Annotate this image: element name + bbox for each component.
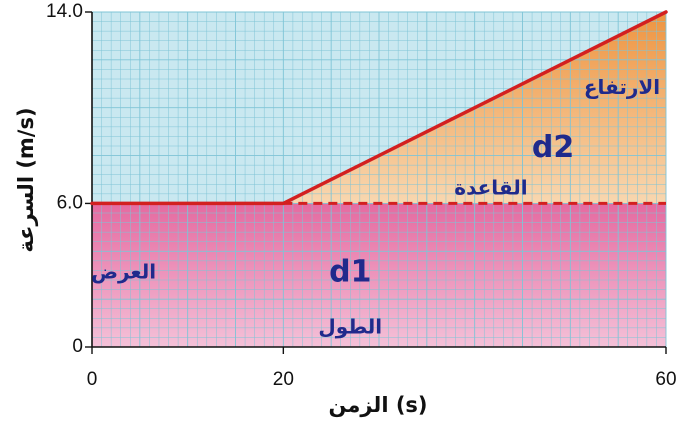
annotation-label: الطول (318, 314, 382, 338)
annotation-label: القاعدة (454, 176, 527, 200)
y-axis-title: السرعة (m/s) (14, 107, 38, 252)
y-tick-label: 14.0 (46, 1, 83, 22)
annotation-label: العرض (91, 259, 156, 283)
tick-labels: 0 20 60 0 6.0 14.0 (46, 1, 677, 390)
annotation-label: d2 (532, 130, 574, 165)
x-axis-title: الزمن (s) (328, 393, 427, 417)
velocity-series (90, 10, 668, 206)
x-tick-label: 0 (87, 369, 98, 390)
x-tick-label: 60 (655, 369, 676, 390)
annotation-label: d1 (329, 254, 371, 289)
x-tick-label: 20 (273, 369, 294, 390)
grid (91, 11, 667, 348)
y-tick-label: 0 (72, 336, 83, 357)
y-tick-label: 6.0 (57, 192, 83, 213)
annotation-label: الارتفاع (584, 75, 660, 99)
velocity-line (90, 10, 668, 206)
